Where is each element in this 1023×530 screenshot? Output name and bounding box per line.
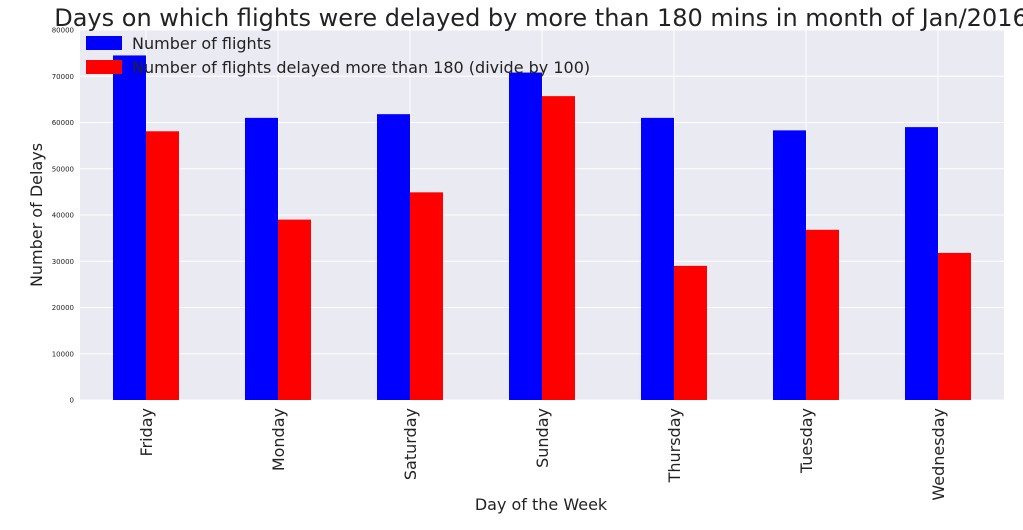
bar-sunday-series-2 [542,96,575,400]
y-tick-label: 80000 [52,27,74,35]
bar-tuesday-series-1 [773,130,806,401]
x-axis-title: Day of the Week [475,495,608,514]
bar-wednesday-series-1 [905,127,938,400]
chart-title: Days on which flights were delayed by mo… [54,4,1023,32]
bar-sunday-series-1 [509,72,542,401]
y-tick-label: 0 [70,397,74,405]
y-tick-label: 50000 [52,165,74,173]
y-axis-title: Number of Delays [27,143,46,287]
x-tick-label-tuesday: Tuesday [797,408,816,474]
bar-monday-series-1 [245,117,278,400]
bar-saturday-series-2 [410,192,443,400]
y-tick-label: 70000 [52,73,74,81]
bar-wednesday-series-2 [938,252,971,400]
bar-monday-series-2 [278,219,311,400]
legend-swatch-series-1 [86,36,122,50]
x-tick-labels: Friday Monday Saturday Sunday Thursday Tuesda… [137,408,948,501]
bar-thursday-series-2 [674,265,707,400]
legend-label-series-1: Number of flights [132,34,271,53]
y-tick-labels: 0 10000 20000 30000 40000 50000 60000 70000 8000… [52,27,74,405]
y-tick-label: 10000 [52,350,74,358]
bar-saturday-series-1 [377,114,410,401]
x-tick-label-saturday: Saturday [401,408,420,480]
legend-label-series-2: Number of flights delayed more than 180 … [132,58,590,77]
x-tick-label-thursday: Thursday [665,408,684,483]
bar-thursday-series-1 [641,117,674,400]
x-tick-label-sunday: Sunday [533,408,552,468]
legend-swatch-series-2 [86,60,122,74]
bars [113,55,971,401]
y-tick-label: 20000 [52,304,74,312]
x-tick-label-monday: Monday [269,408,288,471]
bar-tuesday-series-2 [806,229,839,400]
x-tick-label-wednesday: Wednesday [929,408,948,501]
legend: Number of flights Number of flights dela… [86,34,590,77]
y-tick-label: 60000 [52,119,74,127]
bar-friday-series-1 [113,55,146,400]
x-tick-label-friday: Friday [137,408,156,457]
y-tick-label: 40000 [52,212,74,220]
bar-friday-series-2 [146,131,179,400]
y-tick-label: 30000 [52,258,74,266]
